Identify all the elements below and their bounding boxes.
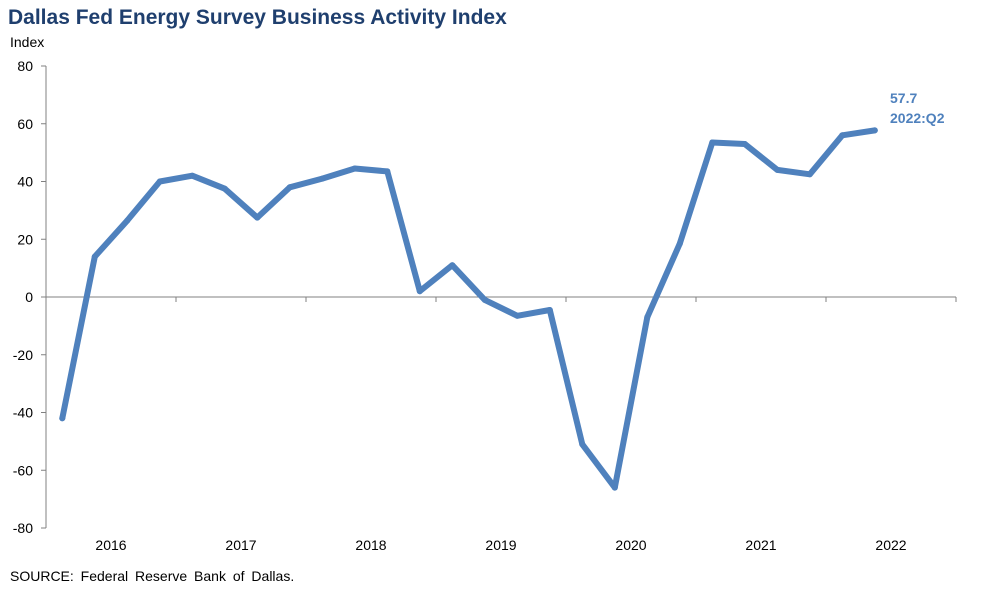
x-tick-label: 2020: [615, 537, 646, 553]
data-point: [124, 217, 131, 224]
x-tick-label: 2022: [875, 537, 906, 553]
x-tick-label: 2016: [95, 537, 126, 553]
data-point: [774, 166, 781, 173]
data-point: [319, 175, 326, 182]
y-tick-label: 40: [17, 174, 33, 190]
end-annotation: 57.7 2022:Q2: [890, 90, 945, 126]
data-point: [449, 262, 456, 269]
chart-title: Dallas Fed Energy Survey Business Activi…: [8, 6, 507, 29]
data-point: [741, 141, 748, 147]
x-tick-label: 2018: [355, 537, 386, 553]
annotation-label: 2022:Q2: [890, 110, 945, 126]
data-point: [514, 312, 521, 319]
data-point: [839, 132, 846, 139]
data-point: [806, 171, 813, 178]
data-point: [871, 127, 878, 134]
x-tick-label: 2019: [485, 537, 516, 553]
data-point: [611, 484, 618, 491]
x-tick-label: 2021: [745, 537, 776, 553]
y-tick-label: 20: [17, 231, 33, 247]
y-axis-label: Index: [10, 34, 45, 50]
data-point: [416, 288, 423, 295]
data-point: [546, 307, 553, 313]
data-point: [384, 168, 391, 175]
data-point: [221, 185, 228, 192]
y-tick-label: 80: [17, 58, 33, 74]
data-point: [286, 184, 293, 191]
data-point: [481, 296, 488, 303]
data-point: [579, 441, 586, 448]
chart-axes: [45, 66, 956, 528]
y-tick-label: -60: [13, 462, 33, 478]
y-tick-label: -80: [13, 520, 33, 536]
source-note: SOURCE: Federal Reserve Bank of Dallas.: [10, 568, 295, 584]
annotation-value: 57.7: [890, 90, 917, 106]
y-tick-label: 0: [25, 289, 33, 305]
x-axis-ticks: 2016 2017 2018 2019 2020 2021 2022: [45, 297, 957, 553]
data-point: [156, 178, 163, 185]
data-point: [709, 139, 716, 146]
data-point: [351, 165, 358, 172]
data-point: [91, 253, 98, 260]
data-point: [676, 240, 683, 247]
data-point: [189, 172, 196, 179]
data-point: [254, 214, 261, 221]
data-point: [644, 314, 651, 321]
y-axis-ticks: 80 60 40 20 0 -20 -40 -60 -80: [13, 58, 46, 536]
x-tick-label: 2017: [225, 537, 256, 553]
data-point: [59, 415, 66, 422]
y-tick-label: -40: [13, 405, 33, 421]
y-tick-label: 60: [17, 116, 33, 132]
series-group: [59, 127, 878, 491]
series-line: [59, 127, 878, 491]
y-tick-label: -20: [13, 347, 33, 363]
